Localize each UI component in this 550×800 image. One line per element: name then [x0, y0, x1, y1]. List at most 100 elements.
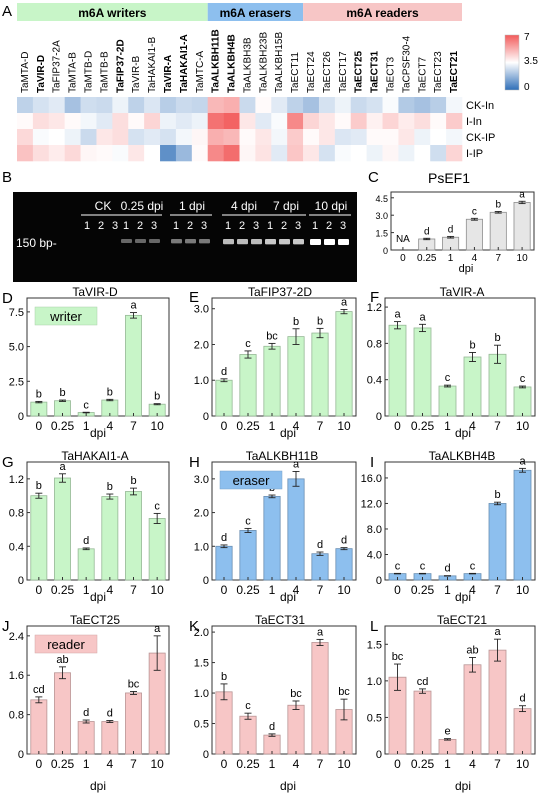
bar: [463, 664, 482, 755]
heatmap-cell: [175, 113, 193, 130]
heatmap-cell: [96, 97, 113, 114]
column-label: TaVIR-A: [163, 55, 174, 93]
bar: [77, 721, 95, 755]
heatmap-cell: [64, 97, 81, 114]
y-tick-label: 0: [203, 575, 209, 587]
column-label: TaMTB-B: [99, 51, 110, 93]
y-tick-label: 0: [18, 575, 24, 587]
column-label: TaMTA-D: [20, 52, 31, 93]
gel-band: [121, 239, 132, 244]
bar: [488, 649, 507, 755]
column-label: TaALKBH11B: [211, 29, 222, 93]
gel-lane-number: 1: [173, 220, 179, 232]
bar: [463, 356, 482, 417]
bar: [30, 699, 48, 755]
gel-lane-number: 1: [312, 220, 318, 232]
gel-band: [199, 239, 210, 244]
heatmap-cell: [303, 113, 320, 130]
group-tag: [34, 634, 98, 654]
y-tick-label: 0.4: [367, 375, 382, 387]
heatmap-cell: [144, 97, 161, 114]
column-label: TaFIP37-2D: [115, 39, 126, 93]
gel-lane-number: 3: [201, 220, 207, 232]
x-tick-label: 0: [35, 419, 42, 433]
row-label: CK-In: [466, 100, 494, 112]
x-tick-label: 1: [83, 757, 90, 771]
heatmap-cell: [48, 97, 65, 114]
x-tick-label: 1: [444, 757, 451, 771]
plot-frame: [211, 461, 357, 581]
gel-band: [251, 239, 262, 245]
significance-letter: b: [36, 388, 42, 400]
heatmap-cell: [96, 129, 113, 146]
y-tick-label: 3.0: [194, 474, 209, 486]
chart-panel-g: G TaHAKAI1-A 0 0.4 0.8 1.2 b 0 a 0.25 d 1 b 4 b 7 c 10 dpi: [2, 449, 170, 604]
chart-panel-i: I TaALKBH4B 0 4.0 8.0 12.0 16.0 c 0 c 0.25 d 1 c 4 b 7 a 1…: [361, 449, 536, 604]
x-tick-label: 0: [400, 253, 406, 264]
gel-lane-number: 2: [137, 220, 143, 232]
heatmap-cell: [191, 97, 209, 114]
group-header-label: m6A erasers: [220, 6, 292, 20]
bar: [413, 327, 432, 417]
x-tick-label: 7: [130, 583, 137, 597]
significance-letter: d: [448, 224, 454, 235]
heatmap-cell: [271, 129, 288, 146]
significance-letter: d: [269, 721, 275, 733]
group-header-label: m6A readers: [346, 6, 419, 20]
color-scale-tick: 0: [524, 82, 530, 93]
bar: [263, 345, 281, 417]
gel-lane-number: 2: [281, 220, 287, 232]
x-tick-label: 1: [269, 419, 276, 433]
heatmap-cell: [80, 97, 97, 114]
x-axis-label: dpi: [280, 779, 296, 793]
x-tick-label: 0.25: [411, 757, 435, 771]
gel-band: [135, 239, 146, 244]
x-tick-label: 4: [106, 419, 113, 433]
group-tag: [34, 306, 98, 326]
heatmap-cell: [334, 129, 352, 146]
gel-lane-number: 2: [187, 220, 193, 232]
heatmap-cell: [223, 97, 240, 114]
gel-lane-number: 3: [295, 220, 301, 232]
gel-lane-number: 1: [123, 220, 129, 232]
column-label: TaALKBH3B: [242, 37, 253, 93]
significance-letter: d: [519, 693, 525, 705]
heatmap-cell: [239, 97, 256, 114]
gel-lane-number: 3: [112, 220, 118, 232]
heatmap-cell: [128, 113, 145, 130]
bar: [413, 690, 432, 755]
bar: [215, 545, 233, 581]
column-label: TaALKBH4B: [227, 34, 238, 93]
y-tick-label: 0.5: [194, 719, 209, 731]
heatmap-cell: [96, 145, 113, 162]
bar: [335, 311, 353, 417]
chart-title: TaALKBH11B: [246, 449, 319, 463]
group-header-label: m6A writers: [78, 6, 147, 20]
heatmap-cell: [239, 129, 256, 146]
heatmap-cell: [366, 129, 383, 146]
x-tick-label: 4: [472, 253, 478, 264]
column-label: TaFIP37-2A: [52, 40, 63, 93]
column-label: TaALKBH23B: [258, 32, 269, 93]
gel-group-label: 0.25 dpi: [121, 199, 164, 213]
y-tick-label: 0.5: [367, 712, 382, 724]
x-tick-label: 0: [394, 583, 401, 597]
column-label: TaVIR-D: [36, 55, 47, 93]
y-tick-label: 2.0: [194, 339, 209, 351]
gel-group-label: 10 dpi: [315, 199, 348, 213]
significance-letter: a: [154, 623, 161, 635]
heatmap-cell: [414, 129, 431, 146]
x-tick-label: 0.25: [417, 253, 437, 264]
bar: [77, 548, 95, 581]
significance-letter: ab: [56, 654, 68, 666]
y-tick-label: 1.0: [194, 541, 209, 553]
x-tick-label: 7: [494, 757, 501, 771]
bar: [239, 715, 257, 755]
y-tick-label: 0: [376, 749, 382, 761]
bar: [30, 495, 48, 581]
gel-band: [265, 239, 276, 245]
heatmap-cell: [48, 145, 65, 162]
y-tick-label: 16.0: [361, 473, 382, 485]
y-tick-label: 1.5: [194, 658, 209, 670]
